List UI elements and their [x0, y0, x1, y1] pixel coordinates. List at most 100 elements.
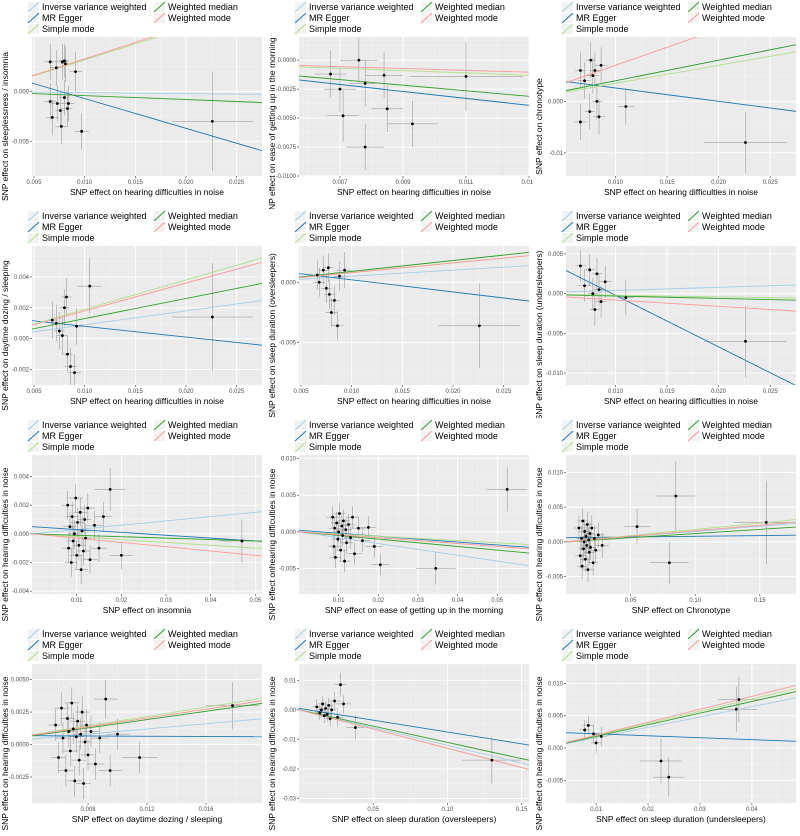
y-tick-label: -0.005 [279, 341, 297, 347]
data-point [324, 706, 328, 710]
legend-entry: Simple mode [27, 650, 95, 662]
legend-label: Simple mode [42, 24, 95, 34]
y-tick-label: 0.0000 [278, 58, 297, 64]
plot-content [299, 251, 529, 369]
legend-label: Inverse variance weighted [576, 211, 681, 221]
data-point [579, 264, 582, 268]
data-point [342, 519, 345, 523]
plot-content [32, 467, 262, 584]
data-point [592, 732, 595, 736]
regression-lines [299, 529, 529, 567]
legend-entry: MR Egger [561, 639, 617, 651]
data-point [585, 543, 589, 547]
legend-swatch [27, 210, 40, 222]
data-point [317, 280, 321, 284]
legend-entry: MR Egger [561, 430, 617, 442]
y-tick-label: 0.01 [284, 678, 296, 684]
legend-entry: Weighted median [687, 419, 772, 431]
x-tick-label: 0.010 [608, 180, 624, 186]
legend-entry: MR Egger [27, 221, 83, 233]
line-weighted-mode [566, 684, 796, 744]
legend-label: Simple mode [42, 233, 95, 243]
y-axis-label: SNP effect on sleep duration (undersleep… [534, 250, 544, 418]
x-tick-label: 0.05 [367, 807, 379, 813]
data-point [734, 707, 738, 711]
regression-lines [32, 257, 262, 346]
data-point [63, 96, 66, 99]
y-axis-label: SNP effect on chronotype [534, 78, 544, 175]
data-point [382, 73, 386, 77]
x-tick-label: 0.015 [128, 389, 144, 395]
x-tick-label: 0.025 [763, 180, 779, 186]
data-point [583, 284, 586, 288]
data-point [594, 741, 598, 745]
legend-label: Weighted mode [435, 431, 498, 441]
data-point [587, 538, 591, 542]
legend-swatch [294, 430, 307, 442]
y-tick-label: -0.005 [546, 778, 564, 784]
data-point [333, 526, 337, 530]
line-inverse-variance-weighted [32, 299, 262, 333]
legend-label: MR Egger [42, 640, 83, 650]
line-mr-egger [299, 707, 529, 746]
plot-content [566, 461, 796, 584]
data-point [343, 559, 347, 563]
x-axis-label: SNP effect on hearing difficulties in no… [337, 187, 491, 197]
data-point [624, 105, 628, 108]
line-weighted-median [566, 294, 796, 301]
data-point [366, 526, 370, 529]
legend-swatch [27, 650, 40, 662]
y-axis-label: SNP effect onhearing difficulties in noi… [267, 468, 277, 620]
data-point [357, 526, 360, 530]
legend-swatch [294, 210, 307, 222]
data-point [97, 546, 101, 550]
legend-label: MR Egger [42, 222, 83, 232]
plot-content [566, 249, 796, 385]
data-point [330, 311, 333, 314]
legend-swatch [687, 628, 700, 640]
data-point [586, 568, 590, 572]
data-point [434, 566, 438, 570]
y-tick-label: -0.0100 [276, 174, 297, 180]
data-point [329, 72, 332, 76]
y-tick-label: -0.0075 [276, 145, 297, 151]
legend-label: Inverse variance weighted [309, 629, 414, 639]
data-point [603, 280, 607, 284]
x-tick-label: 0.008 [81, 807, 97, 813]
legend-label: Weighted mode [702, 13, 765, 23]
legend-label: Weighted median [168, 420, 238, 430]
legend-swatch [687, 430, 700, 442]
line-mr-egger [299, 529, 529, 548]
x-tick-label: 0.016 [198, 807, 214, 813]
legend-swatch [561, 1, 574, 13]
data-point [596, 533, 600, 537]
data-point [210, 119, 214, 123]
legend-label: MR Egger [576, 222, 617, 232]
x-tick-label: 0.02 [372, 598, 384, 604]
y-tick-label: -0.0025 [9, 775, 30, 781]
line-mr-egger [32, 526, 262, 542]
legend-swatch [153, 210, 166, 222]
legend-entry: Weighted median [420, 1, 505, 13]
data-point [321, 268, 325, 272]
data-point [591, 74, 595, 78]
line-mr-egger [566, 534, 796, 539]
data-point [325, 712, 329, 716]
y-tick-label: -0.005 [546, 331, 564, 337]
legend-label: MR Egger [576, 431, 617, 441]
data-point [593, 537, 596, 540]
line-simple-mode [299, 66, 529, 76]
data-point [595, 272, 599, 276]
legend-entry: Simple mode [561, 650, 629, 662]
legend-swatch [294, 639, 307, 651]
line-simple-mode [32, 257, 262, 326]
data-point [76, 520, 79, 524]
data-point [361, 539, 364, 542]
legend-label: MR Egger [309, 222, 350, 232]
legend-label: Simple mode [576, 442, 629, 452]
plot-background [566, 246, 796, 385]
data-point [66, 107, 69, 110]
